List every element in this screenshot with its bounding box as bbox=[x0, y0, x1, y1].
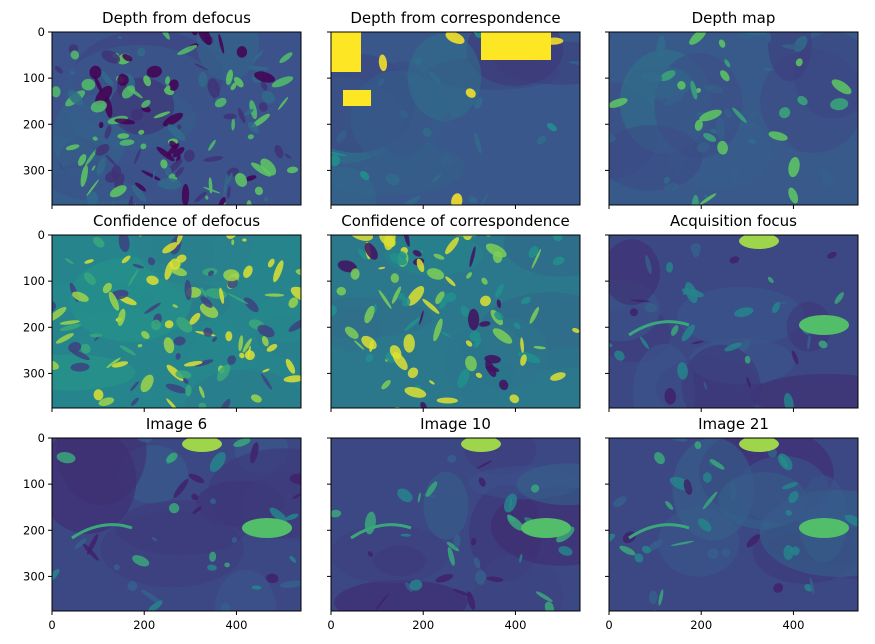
panel-title: Confidence of correspondence bbox=[341, 212, 569, 230]
x-tick-label: 0 bbox=[605, 618, 612, 632]
y-tick-label: 200 bbox=[23, 320, 45, 334]
y-tick-label: 200 bbox=[23, 523, 45, 537]
axes-frame bbox=[330, 31, 581, 206]
panel-0: Depth from defocus 0 100 200 300 bbox=[23, 9, 302, 209]
y-tick-label: 100 bbox=[23, 274, 45, 288]
heatmap-image bbox=[609, 32, 858, 205]
panel-5: Acquisition focus bbox=[605, 212, 859, 412]
y-tick-label: 0 bbox=[38, 431, 45, 445]
panel-8: Image 21 0 200 400 bbox=[605, 415, 859, 632]
axes-frame bbox=[608, 234, 859, 409]
y-tick-label: 100 bbox=[23, 71, 45, 85]
panel-title: Depth map bbox=[692, 9, 776, 27]
y-tick-label: 300 bbox=[23, 163, 45, 177]
axes-frame bbox=[51, 31, 302, 206]
panel-title: Image 10 bbox=[420, 415, 491, 433]
heatmap-image bbox=[609, 235, 858, 408]
axes-frame bbox=[608, 31, 859, 206]
heatmap-image bbox=[331, 32, 580, 205]
panel-title: Acquisition focus bbox=[670, 212, 797, 230]
x-tick-label: 200 bbox=[133, 618, 155, 632]
panel-2: Depth map bbox=[605, 9, 859, 209]
y-tick-label: 100 bbox=[23, 477, 45, 491]
axes-frame bbox=[608, 437, 859, 612]
x-tick-label: 400 bbox=[225, 618, 247, 632]
y-tick-label: 0 bbox=[38, 25, 45, 39]
panel-1: Depth from correspondence bbox=[327, 9, 581, 209]
heatmap-image bbox=[52, 32, 301, 205]
x-tick-label: 0 bbox=[327, 618, 334, 632]
panel-7: Image 10 0 200 400 bbox=[327, 415, 581, 632]
panel-title: Image 21 bbox=[698, 415, 769, 433]
panel-title: Image 6 bbox=[146, 415, 207, 433]
axes-frame bbox=[330, 234, 581, 409]
y-tick-label: 200 bbox=[23, 117, 45, 131]
heatmap-image bbox=[331, 438, 580, 611]
x-tick-label: 400 bbox=[504, 618, 526, 632]
heatmap-image bbox=[52, 438, 301, 611]
panel-6: Image 6 0 200 400 0 100 200 300 bbox=[23, 415, 302, 632]
x-tick-label: 400 bbox=[782, 618, 804, 632]
x-tick-label: 200 bbox=[690, 618, 712, 632]
axes-frame bbox=[51, 234, 302, 409]
y-tick-label: 300 bbox=[23, 366, 45, 380]
heatmap-image bbox=[52, 235, 301, 408]
panel-4: Confidence of correspondence bbox=[327, 212, 581, 412]
panel-title: Depth from correspondence bbox=[350, 9, 560, 27]
x-tick-label: 200 bbox=[412, 618, 434, 632]
heatmap-image bbox=[609, 438, 858, 611]
y-tick-label: 300 bbox=[23, 569, 45, 583]
y-tick-label: 0 bbox=[38, 228, 45, 242]
panel-title: Confidence of defocus bbox=[93, 212, 260, 230]
x-tick-label: 0 bbox=[48, 618, 55, 632]
panel-3: Confidence of defocus 0 100 200 300 bbox=[23, 212, 302, 412]
axes-frame bbox=[330, 437, 581, 612]
axes-frame bbox=[51, 437, 302, 612]
panel-title: Depth from defocus bbox=[102, 9, 251, 27]
heatmap-image bbox=[331, 235, 580, 408]
